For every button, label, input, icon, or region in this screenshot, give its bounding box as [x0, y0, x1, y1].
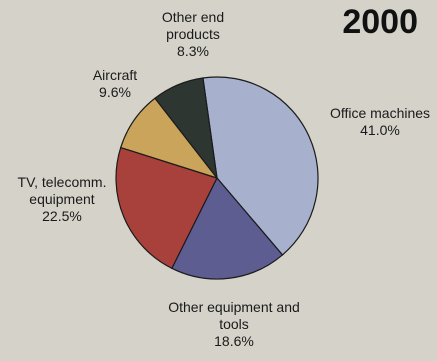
pie-labels: Office machines 41.0% Other equipment and t… — [18, 9, 431, 349]
pie-category-label: Aircraft — [93, 67, 137, 83]
pie-category-label: Other end — [162, 9, 224, 25]
pie-value-label: 18.6% — [214, 333, 254, 349]
pie-value-label: 22.5% — [42, 208, 82, 224]
pie-label: TV, telecomm. equipment 22.5% — [18, 174, 107, 224]
pie-value-label: 9.6% — [99, 84, 131, 100]
pie-category-label: tools — [219, 316, 249, 332]
pie-category-label: TV, telecomm. — [18, 174, 107, 190]
pie-slices — [115, 76, 319, 280]
pie-category-label: products — [166, 26, 220, 42]
pie-label: Office machines 41.0% — [330, 105, 430, 138]
chart-title: 2000 — [342, 3, 418, 41]
pie-value-label: 41.0% — [360, 122, 400, 138]
pie-label: Aircraft 9.6% — [93, 67, 137, 100]
pie-category-label: equipment — [29, 191, 94, 207]
pie-value-label: 8.3% — [177, 43, 209, 59]
pie-label: Other equipment and tools 18.6% — [168, 299, 300, 349]
pie-slice-tv-telecomm-equipment — [115, 146, 218, 270]
pie-slice-other-end-products — [154, 77, 218, 181]
pie-label: Other end products 8.3% — [162, 9, 224, 59]
pie-category-label: Office machines — [330, 105, 430, 121]
pie-category-label: Other equipment and — [168, 299, 300, 315]
pie-slice-other-equipment-and-tools — [171, 176, 284, 280]
pie-slice-office-machines — [202, 76, 319, 256]
